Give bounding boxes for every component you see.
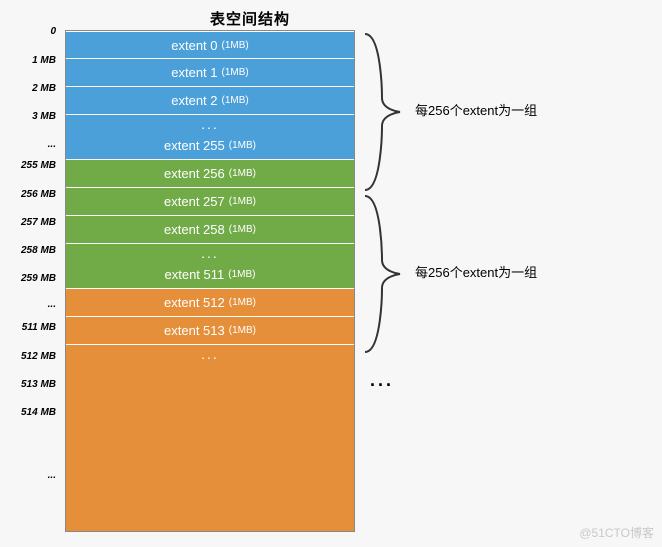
extent-label: extent 511 — [165, 267, 225, 282]
extent-group: extent 512 (1MB) extent 513 (1MB)... — [66, 289, 354, 362]
offset-label: 513 MB — [21, 379, 56, 390]
extent-row: extent 1 (1MB) — [66, 59, 354, 87]
diagram-title: 表空间结构 — [145, 8, 355, 29]
extent-row: extent 256 (1MB) — [66, 160, 354, 188]
extent-row: extent 255 (1MB) — [66, 132, 354, 160]
extent-size: (1MB) — [229, 224, 256, 235]
brace-icon — [360, 194, 410, 354]
offset-label: 256 MB — [21, 189, 56, 200]
extent-label: extent 255 — [164, 138, 225, 153]
extent-size: (1MB) — [229, 297, 256, 308]
extent-row: extent 0 (1MB) — [66, 31, 354, 59]
brace-icon — [360, 32, 410, 192]
extent-label: extent 258 — [164, 222, 225, 237]
offset-label: 514 MB — [21, 407, 56, 418]
extent-label: extent 256 — [164, 166, 225, 181]
offset-label: 255 MB — [21, 160, 56, 171]
extent-fill — [66, 362, 354, 531]
offset-label: 2 MB — [32, 83, 56, 94]
offset-label: 511 MB — [22, 322, 56, 333]
extent-label: extent 0 — [171, 38, 217, 53]
brace-annotation: 每256个extent为一组 — [415, 100, 537, 119]
continuation-dots: ... — [370, 370, 394, 391]
watermark-text: @51CTO博客 — [579, 524, 654, 541]
offset-label: 3 MB — [32, 111, 56, 122]
extent-size: (1MB) — [229, 168, 256, 179]
extent-size: (1MB) — [229, 196, 256, 207]
offset-label: 512 MB — [21, 351, 56, 362]
extent-row: extent 257 (1MB) — [66, 188, 354, 216]
extent-row: extent 511(1MB) — [66, 261, 354, 289]
offset-label: 0 — [50, 26, 56, 37]
extent-size: (1MB) — [229, 325, 256, 336]
extent-row: extent 513 (1MB) — [66, 317, 354, 345]
extent-size: (1MB) — [229, 140, 256, 151]
extent-row: extent 512 (1MB) — [66, 289, 354, 317]
offset-label: 258 MB — [21, 245, 56, 256]
extent-label: extent 257 — [164, 194, 225, 209]
extent-size: (1MB) — [222, 40, 249, 51]
offset-label: 1 MB — [32, 55, 56, 66]
extent-group: extent 256(1MB)extent 257(1MB)extent 258… — [66, 160, 354, 289]
extent-label: extent 513 — [164, 323, 225, 338]
extent-label: extent 512 — [164, 295, 225, 310]
offset-label: 259 MB — [21, 273, 56, 284]
extent-stack: extent 0 (1MB) extent 1 (1MB) extent 2 (1MB).… — [65, 30, 355, 532]
extent-row: extent 258 (1MB) — [66, 216, 354, 244]
offset-label: ... — [48, 470, 56, 481]
extent-size: (1MB) — [228, 269, 255, 280]
offset-label: ... — [48, 139, 56, 150]
offset-label: 257 MB — [21, 217, 56, 228]
brace-annotation: 每256个extent为一组 — [415, 262, 537, 281]
diagram-root: 表空间结构 0 1 MB 2 MB 3 MB... 255 MB 256 MB 257 MB… — [0, 0, 662, 547]
offset-label: ... — [48, 299, 56, 310]
extent-row: extent 2 (1MB) — [66, 87, 354, 115]
extent-size: (1MB) — [222, 67, 249, 78]
extent-gap: ... — [66, 345, 354, 362]
extent-label: extent 1 — [171, 65, 217, 80]
extent-size: (1MB) — [222, 95, 249, 106]
extent-group: extent 0 (1MB) extent 1 (1MB) extent 2 (1MB).… — [66, 31, 354, 160]
extent-gap: ... — [66, 115, 354, 132]
extent-label: extent 2 — [171, 93, 217, 108]
extent-gap: ... — [66, 244, 354, 261]
